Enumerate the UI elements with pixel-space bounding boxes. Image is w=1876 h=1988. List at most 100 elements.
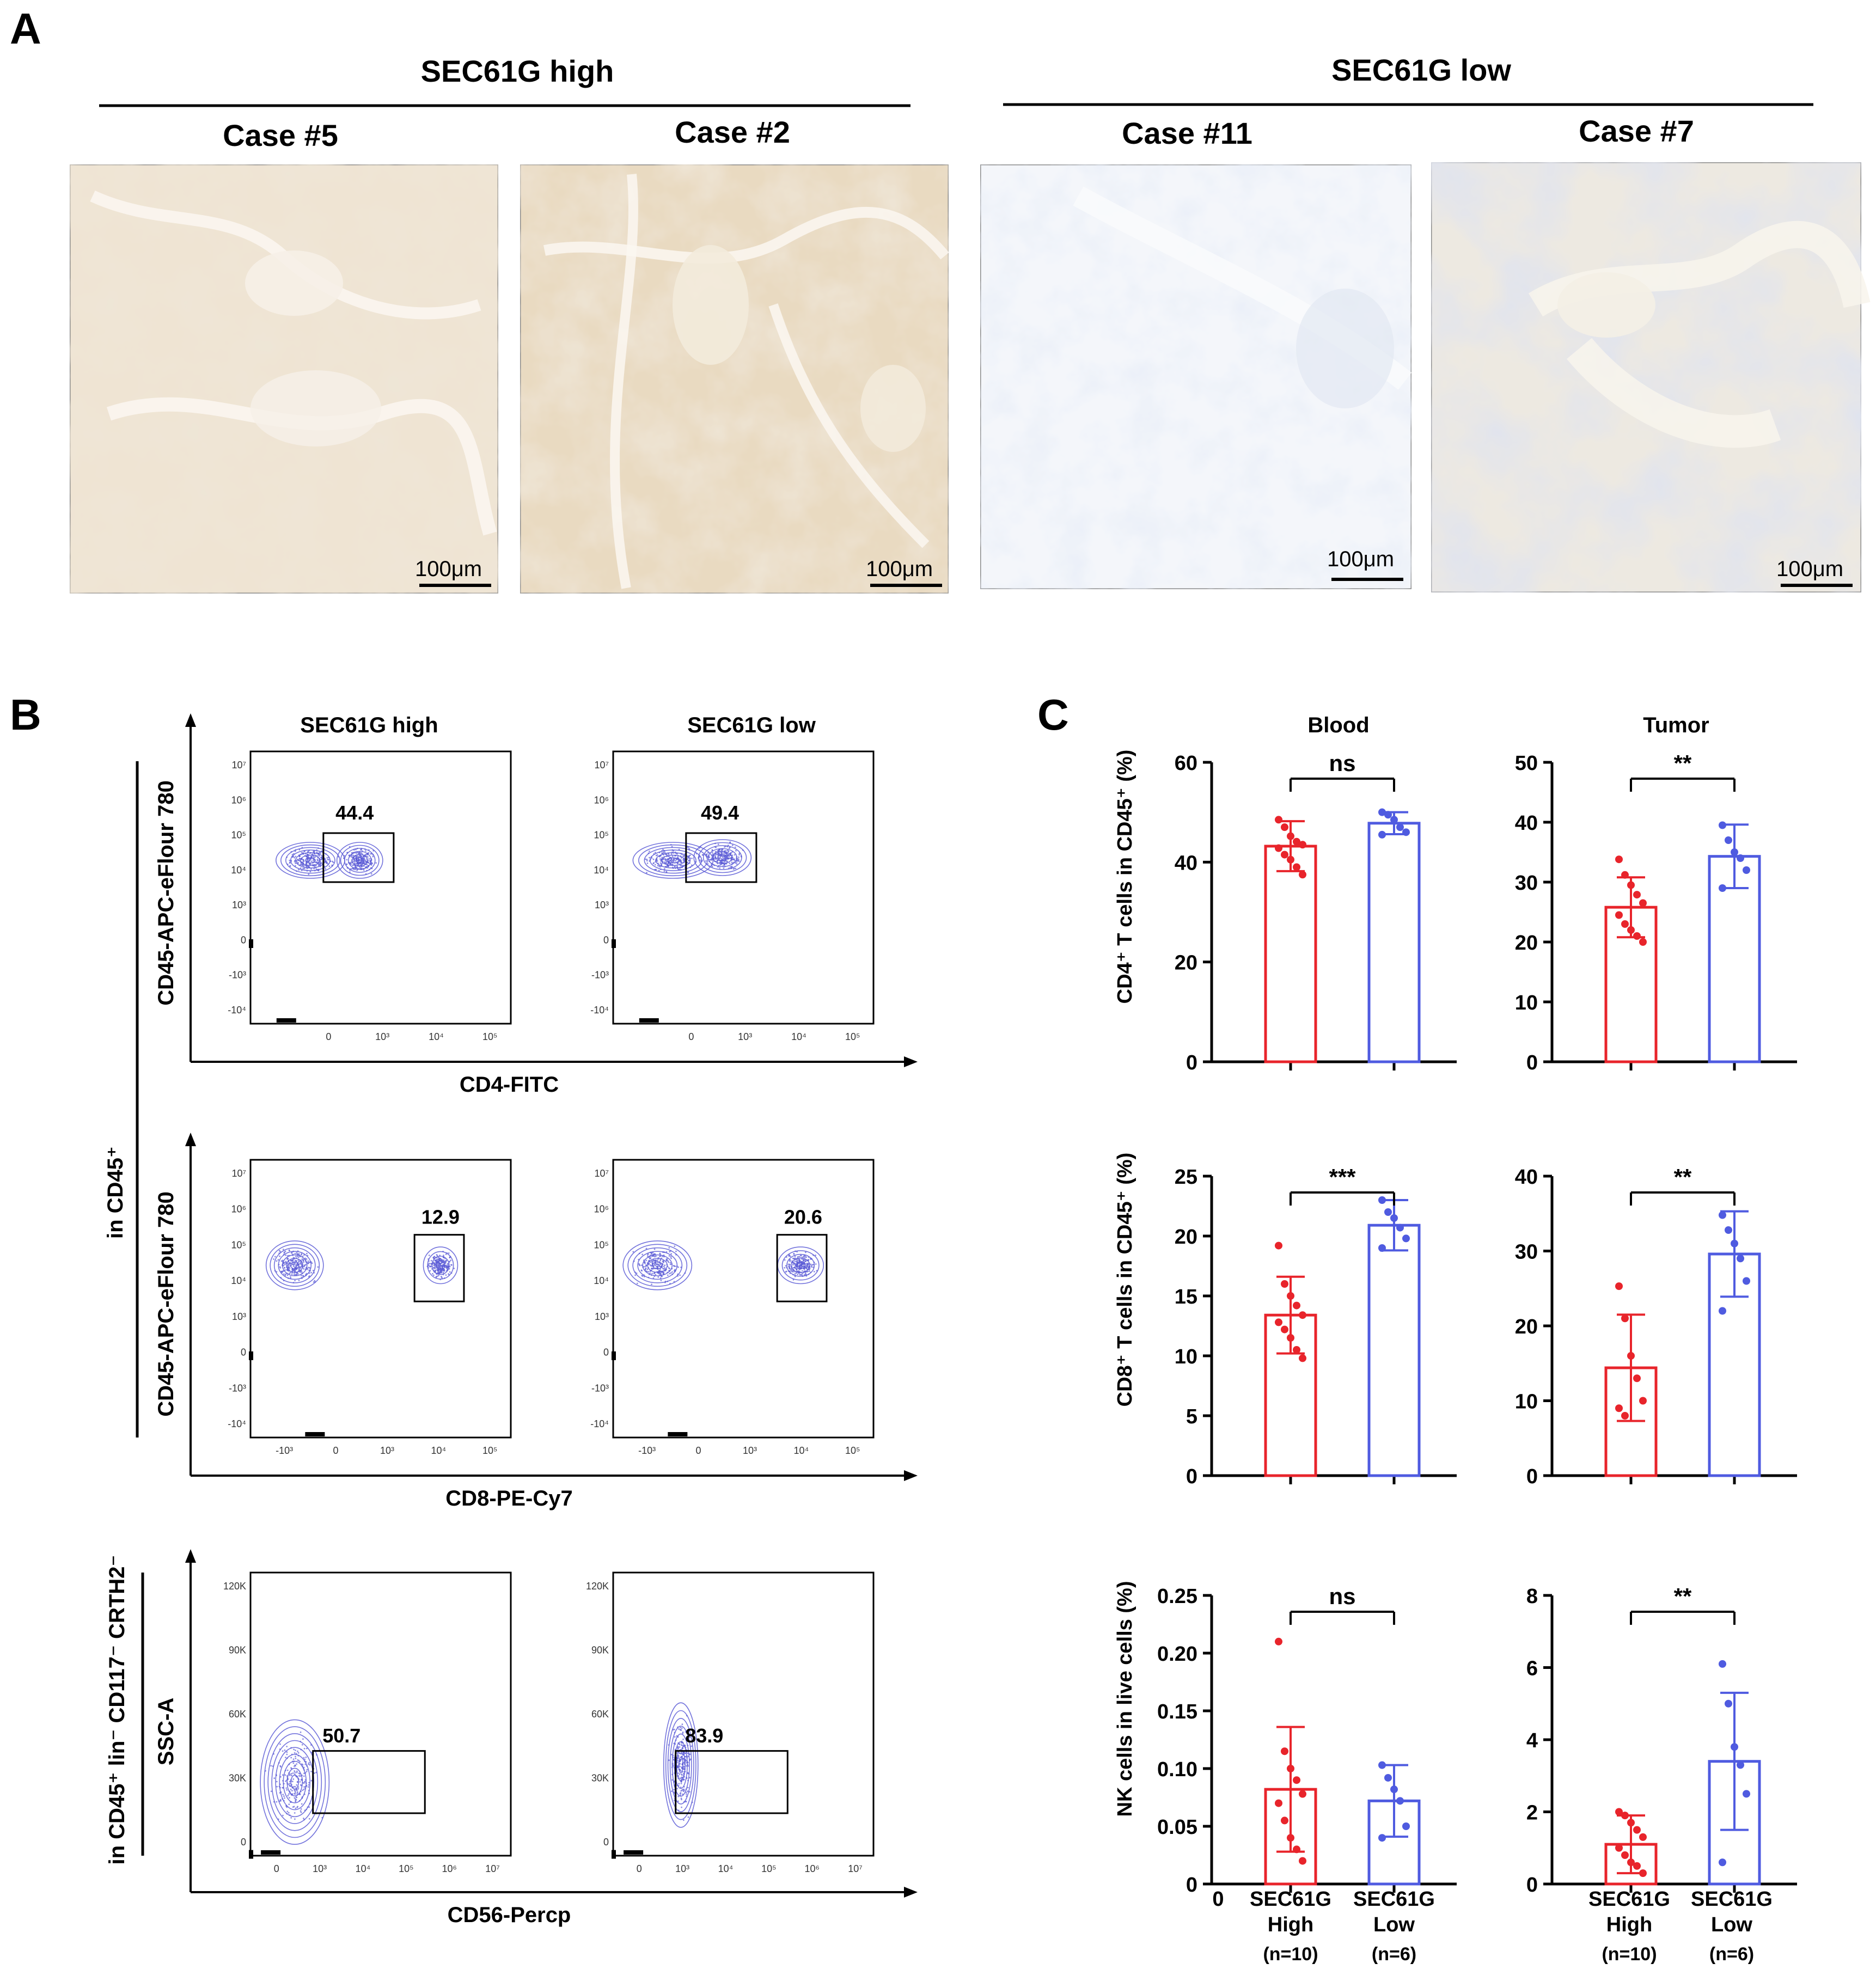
flow-event-dot [368,858,370,860]
flow-event-dot [300,1779,302,1781]
bar-y-tick-label: 0 [1186,1874,1197,1897]
flow-event-dot [293,1273,295,1275]
flow-event-dot [295,1801,297,1803]
flow-event-dot [292,1778,295,1780]
flow-event-dot [297,1256,300,1258]
flow-event-dot [675,1250,677,1252]
flow-contour [271,1740,319,1824]
flow-event-dot [429,1270,431,1272]
flow-event-dot [670,858,673,860]
data-point [1639,1869,1647,1877]
xcat-high-line3: (n=10) [1602,1944,1657,1965]
flow-event-dot [666,854,668,856]
flow-event-dot [297,1788,300,1790]
flow-event-dot [300,863,302,865]
flow-event-dot [306,1268,308,1270]
bar-y-tick-label: 0.20 [1157,1643,1197,1666]
flow-xtick-label: 10⁵ [399,1863,413,1874]
bar-y-tick-label: 8 [1526,1585,1538,1608]
flow-event-dot [650,1261,651,1263]
flow-event-dot [288,1803,290,1806]
flow-event-dot [676,863,679,865]
flow-xtick-label: 10⁴ [791,1031,806,1042]
flow-event-dot [671,846,673,848]
flow-ytick-label: 30K [229,1773,246,1784]
flow-contour [282,1254,308,1276]
data-point [1633,1374,1641,1383]
flow-event-dot [715,851,717,853]
flow-contour [283,1760,307,1803]
flow-contour [347,851,372,870]
flow-event-dot [346,864,347,865]
flow-event-dot [279,1266,281,1268]
flow-event-dot [798,1265,800,1267]
flow-event-dot [675,860,676,862]
flow-event-dot [646,1268,649,1270]
flow-event-dot [663,870,665,872]
flow-event-dot [283,1795,285,1797]
flow-event-dot [681,1727,683,1729]
flow-event-dot [682,1732,684,1734]
flow-event-dot [687,1772,689,1775]
bar-chart-5: 0 2 4 6 8 ** [1526,1583,1797,1897]
flow-event-dot [293,1748,295,1751]
flow-xtick-label: 0 [696,1445,701,1456]
flow-event-dot [321,862,323,864]
flow-ytick-label: 10⁷ [594,760,609,770]
flow-event-dot [731,845,734,846]
flow-event-dot [310,1771,312,1772]
data-point [1275,1637,1282,1646]
flow-contour [286,1258,304,1273]
chart-col-title-tumor: Tumor [1643,713,1709,737]
flow-contour [632,1247,683,1283]
side-label-nk: in CD45⁺ lin⁻ CD117⁻ CRTH2⁻ [105,1555,129,1864]
flow-event-dot [292,1758,295,1760]
flow-contour [665,1710,696,1820]
flow-event-dot [699,859,701,861]
flow-event-dot [670,1256,672,1258]
flow-xtick-label: 10⁶ [442,1863,456,1874]
flow-xtick-label: -10³ [638,1445,656,1456]
bar-low [1367,822,1421,1063]
flow-event-dot [355,852,357,854]
flow-event-dot [664,858,667,860]
flow-event-dot [299,1773,301,1775]
flow-event-dot [801,1258,803,1260]
bar-y-tick-label: 60 [1175,752,1197,775]
flow-event-dot [717,850,719,852]
flow-event-dot [432,1262,434,1264]
data-point [1275,816,1282,824]
flow-xtick-label: 0 [274,1863,279,1874]
flow-event-dot [734,867,735,870]
flow-event-dot [297,1752,300,1754]
flow-event-dot [653,1256,656,1258]
flow-ytick-label: 0 [603,1837,609,1848]
flow-event-dot [662,852,664,854]
flow-event-dot [294,861,296,863]
flow-event-dot [434,1265,436,1268]
flow-event-dot [286,1789,288,1791]
flow-event-dot [433,1274,435,1276]
flow-gate-percent: 12.9 [421,1206,460,1228]
data-point [1293,1845,1300,1854]
scale-text-case-11: 100μm [1327,547,1394,571]
flow-event-dot [804,1261,806,1263]
flow-event-dot [659,858,661,860]
flow-origin-marks [305,1432,325,1436]
flow-contour [270,1244,320,1287]
flow-event-dot [299,1268,301,1269]
flow-event-dot [279,1251,282,1253]
flow-event-dot [435,1267,437,1269]
flow-event-dot [728,858,730,859]
flow-event-dot [446,1264,448,1267]
flow-event-dot [305,862,307,864]
flow-ytick-label: -10⁴ [228,1418,246,1429]
data-point [1287,1834,1294,1842]
flow-event-dot [645,1265,647,1268]
flow-event-dot [688,859,690,861]
flow-event-dot [724,855,726,858]
bar-y-tick-label: 6 [1526,1657,1538,1680]
flow-event-dot [308,1782,310,1784]
flow-event-dot [669,1263,671,1265]
flow-xtick-label: 0 [688,1031,694,1042]
